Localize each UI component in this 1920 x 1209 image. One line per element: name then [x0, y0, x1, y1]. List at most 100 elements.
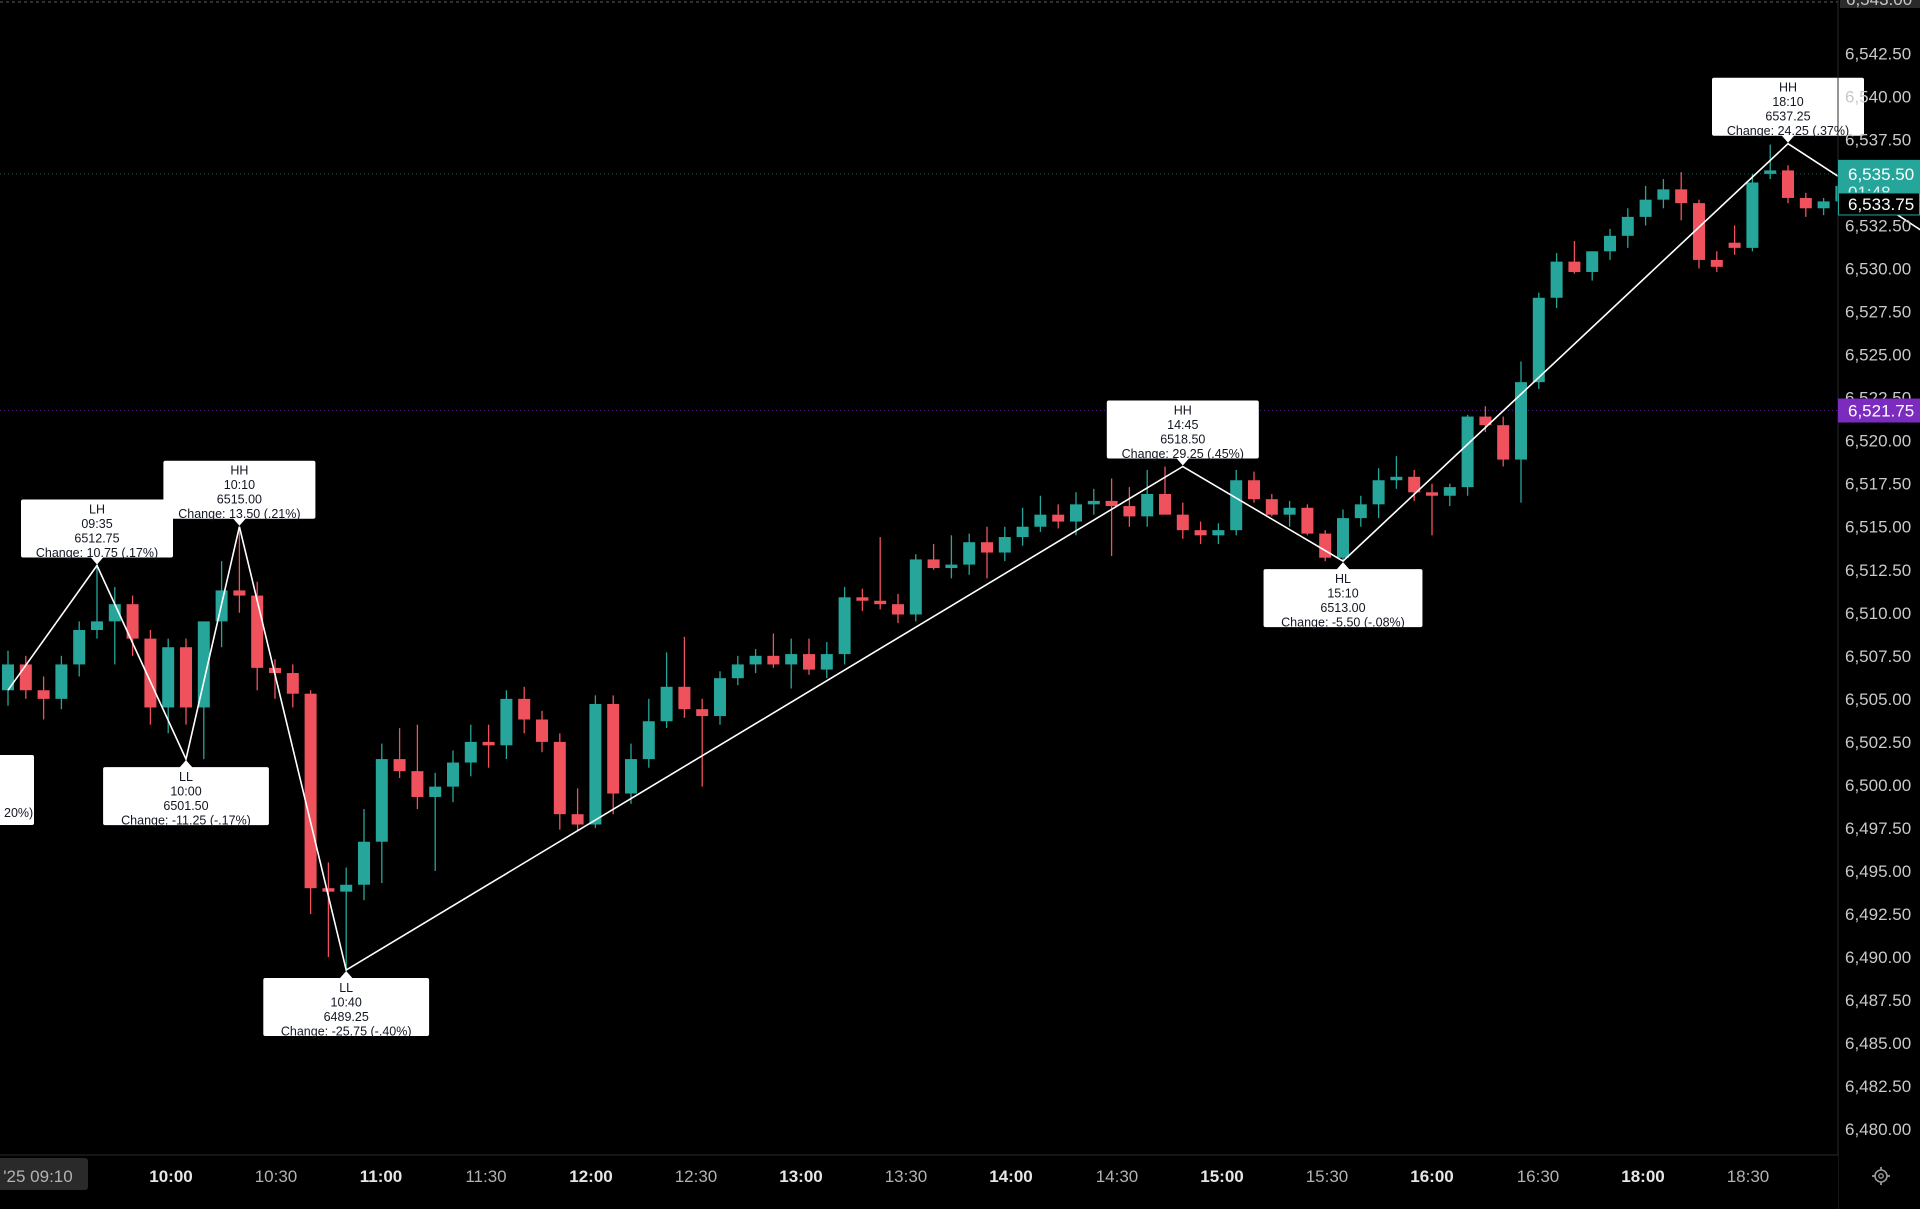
candle[interactable]: [1034, 495, 1047, 532]
candle[interactable]: [963, 533, 976, 575]
candle[interactable]: [1390, 456, 1403, 489]
candle[interactable]: [358, 809, 370, 901]
candle[interactable]: [1461, 414, 1474, 496]
candle[interactable]: [1586, 251, 1599, 281]
candle[interactable]: [429, 772, 442, 871]
candle[interactable]: [998, 526, 1011, 562]
candle[interactable]: [1319, 530, 1332, 562]
candle[interactable]: [482, 724, 495, 768]
candle[interactable]: [197, 621, 210, 760]
candle[interactable]: [1426, 483, 1438, 536]
candle[interactable]: [55, 655, 68, 710]
candle[interactable]: [340, 867, 353, 971]
candle[interactable]: [1532, 292, 1545, 390]
candle[interactable]: [1123, 487, 1136, 527]
candle[interactable]: [945, 535, 958, 579]
candle[interactable]: [1550, 253, 1563, 309]
candle[interactable]: [642, 698, 655, 768]
candle[interactable]: [464, 724, 477, 777]
candle[interactable]: [1301, 504, 1314, 536]
candle[interactable]: [714, 671, 726, 725]
candle[interactable]: [625, 743, 637, 804]
candle[interactable]: [927, 543, 940, 570]
candle[interactable]: [678, 636, 691, 718]
candle[interactable]: [1105, 478, 1118, 556]
candle[interactable]: [233, 526, 246, 613]
candle[interactable]: [108, 586, 121, 665]
candle[interactable]: [1016, 507, 1029, 546]
candle[interactable]: [286, 664, 299, 708]
candle[interactable]: [660, 652, 673, 729]
candle[interactable]: [856, 588, 869, 612]
candle[interactable]: [1817, 197, 1830, 216]
candle[interactable]: [803, 638, 815, 675]
candle[interactable]: [909, 554, 922, 622]
candle[interactable]: [838, 586, 851, 665]
candle[interactable]: [1176, 502, 1189, 539]
candle[interactable]: [1639, 185, 1652, 226]
candle[interactable]: [731, 655, 744, 686]
candle[interactable]: [571, 788, 584, 832]
candle[interactable]: [1354, 495, 1367, 527]
candle[interactable]: [1159, 466, 1171, 515]
candle[interactable]: [607, 695, 620, 815]
candle[interactable]: [1764, 144, 1777, 180]
candle[interactable]: [375, 743, 388, 884]
candle[interactable]: [393, 728, 406, 779]
candle[interactable]: [144, 630, 157, 725]
time-axis[interactable]: '25 09:10 10:00 10:30 11:00 11:30 12:00 12:30 1…: [0, 1158, 1769, 1190]
candle[interactable]: [411, 724, 424, 810]
candles[interactable]: [2, 144, 1919, 971]
candle[interactable]: [1070, 492, 1082, 536]
candle[interactable]: [500, 690, 513, 760]
candle[interactable]: [1710, 251, 1723, 272]
candle[interactable]: [892, 593, 904, 624]
candle[interactable]: [1497, 416, 1510, 467]
candle[interactable]: [696, 698, 709, 787]
candle[interactable]: [73, 621, 86, 677]
candle[interactable]: [1141, 469, 1154, 527]
candle[interactable]: [304, 690, 317, 915]
candle[interactable]: [536, 710, 548, 753]
candle[interactable]: [1248, 471, 1260, 503]
candle[interactable]: [1728, 225, 1741, 255]
candle[interactable]: [269, 659, 281, 699]
candle[interactable]: [981, 526, 993, 579]
candle[interactable]: [1675, 172, 1688, 221]
candle[interactable]: [1337, 509, 1349, 562]
candle[interactable]: [1230, 469, 1243, 536]
candle[interactable]: [447, 750, 459, 803]
candle[interactable]: [1568, 240, 1581, 274]
candle[interactable]: [1283, 500, 1296, 527]
candle[interactable]: [1372, 468, 1385, 519]
candle[interactable]: [1693, 199, 1705, 269]
candle[interactable]: [180, 638, 192, 725]
candle[interactable]: [1408, 469, 1421, 501]
candle[interactable]: [749, 648, 762, 674]
candle[interactable]: [1087, 488, 1100, 515]
candle[interactable]: [767, 633, 780, 668]
candle[interactable]: [91, 566, 103, 639]
candle[interactable]: [518, 686, 531, 734]
candle[interactable]: [1443, 483, 1456, 507]
candle[interactable]: [322, 862, 335, 958]
candle[interactable]: [785, 638, 798, 689]
candle[interactable]: [1265, 494, 1278, 517]
candle[interactable]: [1212, 523, 1225, 544]
candle[interactable]: [1782, 165, 1794, 204]
candle[interactable]: [1515, 361, 1527, 503]
candle[interactable]: [1746, 173, 1759, 252]
candle[interactable]: [1194, 521, 1207, 544]
candle[interactable]: [553, 733, 566, 830]
candle[interactable]: [37, 676, 50, 720]
candle[interactable]: [126, 595, 139, 656]
candle[interactable]: [874, 537, 887, 610]
settings-gear-icon[interactable]: [1872, 1167, 1890, 1185]
candle[interactable]: [1657, 179, 1670, 209]
candle[interactable]: [2, 650, 14, 706]
candle[interactable]: [1799, 192, 1812, 217]
candle[interactable]: [589, 695, 602, 828]
candle[interactable]: [820, 642, 833, 679]
candle[interactable]: [162, 638, 175, 734]
